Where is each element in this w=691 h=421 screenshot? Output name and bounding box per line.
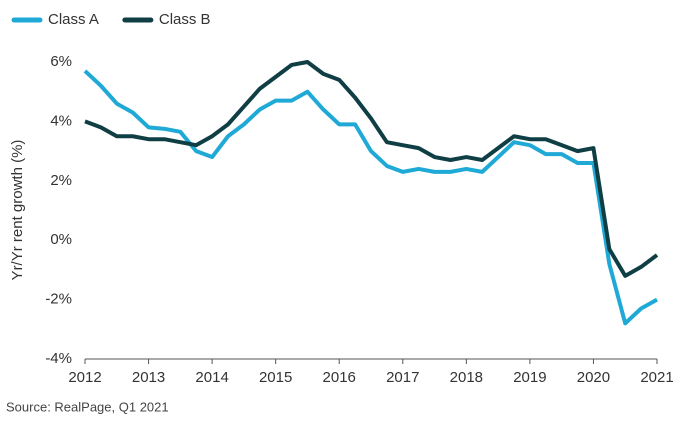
x-tick-label: 2016 <box>323 369 356 386</box>
x-tick-label: 2015 <box>259 369 292 386</box>
x-tick-label: 2018 <box>450 369 483 386</box>
x-tick-label: 2019 <box>513 369 546 386</box>
series-line <box>84 60 659 278</box>
x-tick-label: 2012 <box>68 369 101 386</box>
y-axis-label: Yr/Yr rent growth (%) <box>9 140 26 281</box>
source: Source: RealPage, Q1 2021 <box>6 399 169 414</box>
y-tick-label: -2% <box>45 291 72 308</box>
x-tick-label: 2013 <box>132 369 165 386</box>
legend-label: Class B <box>159 11 211 28</box>
y-tick-label: 0% <box>50 231 72 248</box>
y-tick-label: 2% <box>50 172 72 189</box>
x-tick-label: 2014 <box>195 369 228 386</box>
y-tick-label: 6% <box>50 53 72 70</box>
x-tick-label: 2020 <box>577 369 610 386</box>
y-tick-label: 4% <box>50 112 72 129</box>
x-tick-label: 2021 <box>640 369 673 386</box>
y-tick-label: -4% <box>45 350 72 367</box>
series-line <box>83 69 658 326</box>
x-tick-label: 2017 <box>386 369 419 386</box>
legend-label: Class A <box>48 11 99 28</box>
